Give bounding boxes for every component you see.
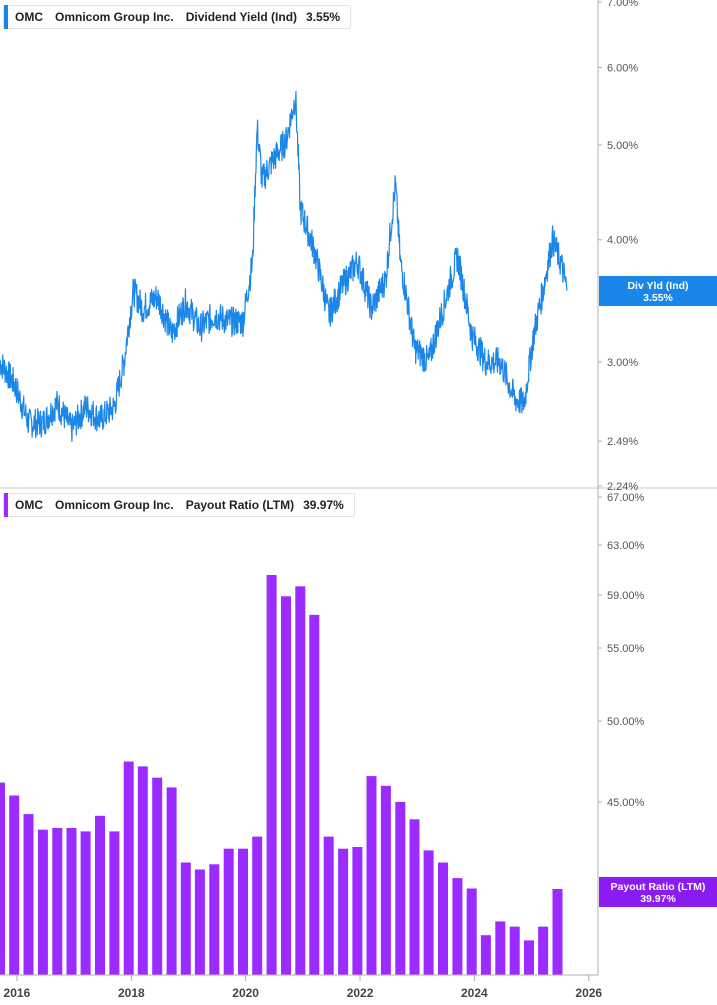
badge-label: Payout Ratio (LTM) — [610, 881, 706, 893]
payout-bar — [23, 814, 34, 975]
y-tick-label: 5.00% — [607, 140, 638, 152]
payout-ratio-legend[interactable]: OMC Omnicom Group Inc. Payout Ratio (LTM… — [3, 493, 355, 517]
x-tick-label: 2026 — [575, 986, 602, 1000]
payout-ratio-badge: Payout Ratio (LTM) 39.97% — [599, 877, 717, 907]
legend-ticker: OMC — [15, 498, 43, 512]
payout-bar — [423, 850, 434, 975]
payout-bar — [137, 766, 148, 975]
y-tick-label: 45.00% — [607, 797, 645, 809]
legend-ticker: OMC — [15, 10, 43, 24]
y-tick-label: 67.00% — [607, 492, 645, 504]
legend-metric: Payout Ratio (LTM) — [185, 498, 295, 512]
yield-color-swatch — [4, 5, 8, 29]
payout-bar — [209, 864, 220, 975]
y-tick-label: 59.00% — [607, 590, 645, 602]
x-tick-label: 2020 — [232, 986, 259, 1000]
legend-company: Omnicom Group Inc. — [55, 10, 174, 24]
y-tick-label: 3.00% — [607, 357, 638, 369]
payout-bar — [338, 848, 349, 975]
payout-bar — [109, 831, 120, 975]
div-yld-badge: Div Yld (Ind) 3.55% — [599, 276, 717, 306]
x-tick-label: 2016 — [4, 986, 31, 1000]
payout-bar — [66, 828, 77, 975]
payout-bar — [438, 862, 448, 975]
payout-bar — [52, 828, 63, 975]
payout-bar — [0, 782, 5, 975]
legend-company: Omnicom Group Inc. — [55, 498, 174, 512]
payout-bar — [552, 889, 563, 975]
y-tick-label: 2.24% — [607, 481, 638, 493]
y-tick-label: 4.00% — [607, 235, 638, 247]
payout-bar — [194, 869, 205, 975]
dividend-yield-line — [0, 91, 568, 443]
payout-bar — [152, 777, 163, 975]
legend-value: 3.55% — [306, 10, 341, 24]
payout-bar — [352, 847, 363, 975]
payout-bar — [295, 586, 306, 976]
payout-bar — [37, 829, 48, 975]
payout-bar — [452, 878, 463, 975]
x-tick-label: 2024 — [461, 986, 488, 1000]
badge-value: 39.97% — [640, 893, 676, 905]
dividend-yield-legend[interactable]: OMC Omnicom Group Inc. Dividend Yield (I… — [3, 5, 352, 29]
payout-bar — [223, 848, 234, 975]
payout-bar — [166, 787, 177, 975]
payout-bar — [95, 815, 105, 975]
y-tick-label: 63.00% — [607, 540, 645, 552]
payout-bar — [9, 795, 20, 975]
payout-bar — [309, 614, 320, 975]
x-tick-label: 2018 — [118, 986, 145, 1000]
payout-bar — [323, 836, 334, 975]
payout-bar — [123, 761, 134, 975]
payout-ratio-panel — [0, 575, 563, 976]
payout-bar — [409, 819, 420, 975]
payout-bar — [238, 848, 248, 975]
payout-bar — [366, 776, 377, 975]
payout-bar — [80, 831, 91, 975]
y-tick-label: 2.49% — [607, 436, 638, 448]
payout-bar — [509, 926, 520, 975]
payout-bar — [538, 926, 549, 975]
dividend-yield-panel — [0, 91, 568, 443]
badge-value: 3.55% — [643, 292, 673, 304]
payout-bar — [281, 596, 291, 975]
y-tick-label: 7.00% — [607, 0, 638, 9]
y-tick-label: 50.00% — [607, 716, 645, 728]
y-tick-label: 6.00% — [607, 62, 638, 74]
badge-label: Div Yld (Ind) — [627, 280, 689, 292]
payout-bar — [252, 836, 263, 975]
payout-bar — [480, 935, 491, 975]
payout-bar — [180, 862, 191, 975]
payout-bar — [495, 921, 506, 975]
legend-value: 39.97% — [303, 498, 344, 512]
x-tick-label: 2022 — [347, 986, 374, 1000]
payout-bar — [466, 888, 477, 975]
payout-bar — [380, 785, 391, 975]
payout-color-swatch — [4, 493, 8, 517]
payout-bar — [524, 940, 534, 975]
payout-bar — [266, 575, 277, 975]
y-tick-label: 55.00% — [607, 643, 645, 655]
legend-metric: Dividend Yield (Ind) — [185, 10, 298, 24]
payout-bar — [395, 802, 406, 975]
